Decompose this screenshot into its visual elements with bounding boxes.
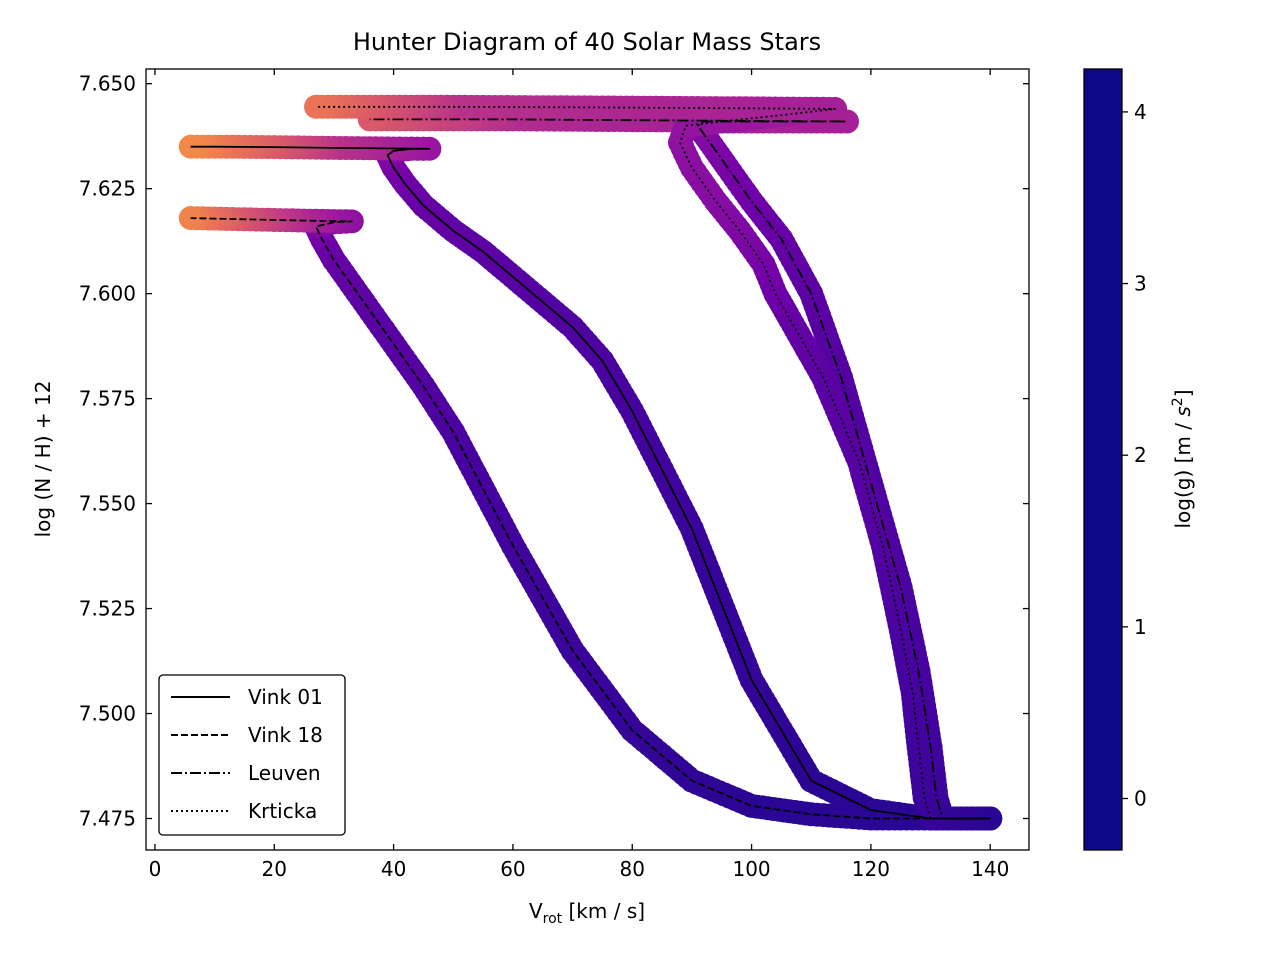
x-tick-label: 120: [852, 857, 890, 881]
y-tick-label: 7.625: [79, 177, 136, 201]
plot-frame: [145, 68, 1030, 851]
x-tick-label: 20: [262, 857, 287, 881]
series-line-leuven: [369, 118, 991, 820]
y-tick-label: 7.575: [79, 387, 136, 411]
x-axis-label-subscript: rot: [543, 911, 563, 927]
x-tick-label: 80: [620, 857, 645, 881]
x-axis-label: Vrot [km / s]: [529, 899, 645, 927]
legend-label-vink18: Vink 18: [248, 723, 323, 747]
x-tick-label: 140: [971, 857, 1009, 881]
series-lines: [190, 105, 991, 820]
x-tick-label: 40: [381, 857, 406, 881]
legend-label-vink01: Vink 01: [248, 685, 323, 709]
y-axis-label: log (N / H) + 12: [31, 381, 55, 538]
colorbar-tick-label: 0: [1134, 787, 1147, 811]
y-axis: 7.475 7.500 7.525 7.550 7.575 7.600 7.625 7.650: [79, 72, 1029, 831]
y-tick-label: 7.525: [79, 597, 136, 621]
legend-box: [158, 674, 346, 836]
track-marker: [304, 94, 329, 119]
colorbar-tick-label: 2: [1134, 443, 1147, 467]
colorbar-tick-label: 1: [1134, 615, 1147, 639]
x-axis-label-main: V: [529, 899, 543, 923]
colorbar-label-pre: log(g) [m /: [1171, 417, 1195, 529]
legend-label-krticka: Krticka: [248, 799, 317, 823]
y-tick-label: 7.550: [79, 492, 136, 516]
series-line-vink-01: [190, 145, 991, 820]
colorbar-tick-label: 3: [1134, 272, 1147, 296]
chart-title: Hunter Diagram of 40 Solar Mass Stars: [353, 28, 821, 56]
colorbar: [1083, 68, 1123, 851]
track-krticka: [304, 94, 1003, 831]
colorbar-label-post: ]: [1171, 389, 1195, 397]
legend-label-leuven: Leuven: [248, 761, 321, 785]
y-tick-label: 7.650: [79, 72, 136, 96]
y-tick-label: 7.500: [79, 702, 136, 726]
y-tick-label: 7.475: [79, 807, 136, 831]
colorbar-label-exp: 2: [1170, 397, 1186, 406]
legend: Vink 01 Vink 18 Leuven Krticka: [158, 674, 346, 836]
colorbar-tick-label: 4: [1134, 100, 1147, 124]
x-tick-label: 0: [149, 857, 162, 881]
x-axis: 0 20 40 60 80 100 120 140: [149, 69, 1009, 881]
x-tick-label: 60: [500, 857, 525, 881]
x-axis-label-unit: [km / s]: [562, 899, 645, 923]
x-tick-label: 100: [732, 857, 770, 881]
colorbar-axis: 0 1 2 3 4: [1122, 100, 1147, 811]
y-tick-label: 7.600: [79, 282, 136, 306]
series-line-vink-18: [190, 217, 991, 820]
colorbar-label-s: s: [1171, 406, 1195, 416]
colorbar-label: log(g) [m / s2]: [1170, 389, 1195, 528]
